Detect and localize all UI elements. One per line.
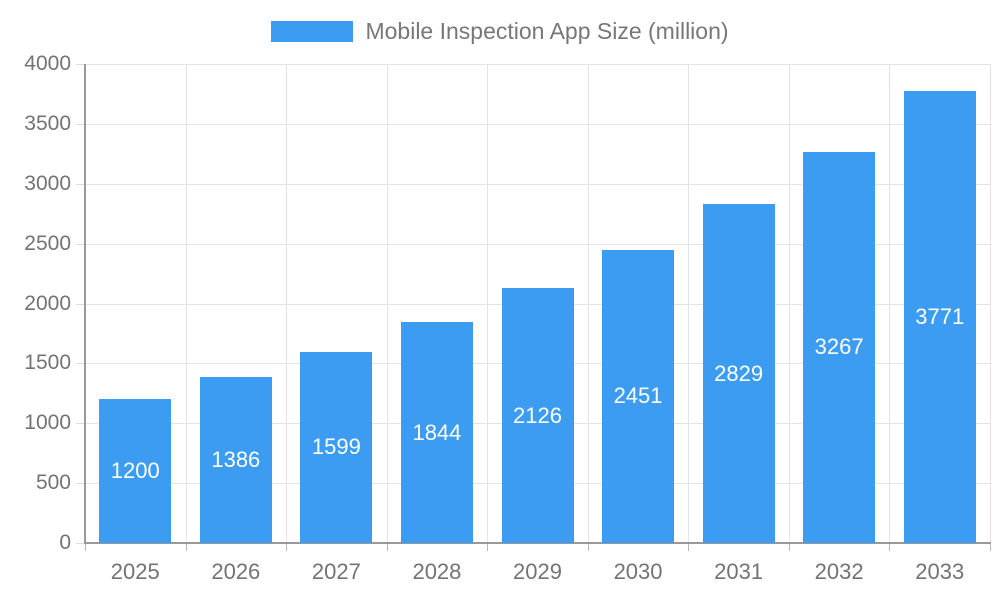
x-axis-tick [990,543,991,551]
bar-2033[interactable]: 3771 [903,91,976,543]
x-axis-label-2031: 2031 [714,559,764,584]
legend-item[interactable]: Mobile Inspection App Size (million) [0,18,1000,45]
bar-value-label: 2829 [714,360,764,386]
x-axis-tick [286,543,288,551]
x-axis-tick [688,543,690,551]
plot-area: 0 500 1000 1500 2000 2500 3000 3500 4000 1200 2025… [24,52,991,584]
bar-2025[interactable]: 1200 [99,399,172,543]
x-axis-label-2032: 2032 [814,559,864,584]
bar-2028[interactable]: 1844 [400,322,473,543]
bar-value-label: 1386 [211,447,261,473]
bar-value-label: 1599 [311,434,361,460]
y-axis-label: 3000 [24,171,71,195]
x-axis-tick [386,543,388,551]
x-axis-line [84,542,991,544]
gridline-vertical [889,64,891,543]
bar-value-label: 1844 [412,419,462,445]
y-axis-tick [76,423,84,425]
bar-value-label: 1200 [110,458,160,484]
gridline-horizontal [85,243,990,245]
x-axis-label-2025: 2025 [110,559,160,584]
x-axis-tick [788,543,790,551]
x-axis-label-2029: 2029 [513,559,562,584]
y-axis-tick [76,303,84,305]
bar-2029[interactable]: 2126 [501,288,574,543]
bar-value-label: 3771 [915,304,965,330]
legend-label: Mobile Inspection App Size (million) [365,18,729,44]
y-axis-label: 2500 [24,231,71,255]
x-axis-label-2027: 2027 [311,559,361,584]
y-axis-tick [76,183,84,185]
gridline-vertical [386,64,388,543]
y-axis-label: 4000 [24,52,71,75]
legend-swatch-icon [271,21,354,42]
y-axis-label: 1500 [24,351,71,375]
y-axis-tick [76,363,84,365]
y-axis-tick [76,243,84,245]
y-axis-label: 1000 [24,411,71,435]
y-axis-line [84,64,86,543]
x-axis-label-2030: 2030 [613,559,663,584]
x-axis-tick [889,543,891,551]
gridline-vertical [185,64,187,543]
x-axis-label-2026: 2026 [211,559,261,584]
gridline-horizontal [85,183,990,185]
gridline-vertical [587,64,589,543]
bar-2031[interactable]: 2829 [702,204,775,543]
bar-value-label: 2451 [613,383,663,409]
y-axis-label: 500 [35,471,71,495]
gridline-horizontal [85,64,990,65]
x-axis-label-2028: 2028 [412,559,462,584]
gridline-horizontal [85,123,990,125]
gridline-vertical [990,64,991,543]
y-axis-label: 3500 [24,111,71,135]
bar-2032[interactable]: 3267 [803,151,876,543]
y-axis-label: 2000 [24,291,71,315]
gridline-vertical [788,64,790,543]
bar-value-label: 3267 [814,334,864,360]
bar-2030[interactable]: 2451 [602,249,675,543]
x-axis-tick [587,543,589,551]
y-axis-tick [76,123,84,125]
y-axis-tick [76,543,84,544]
x-axis-label-2033: 2033 [915,559,965,584]
bar-value-label: 2126 [513,402,562,428]
gridline-vertical [487,64,489,543]
bar-2027[interactable]: 1599 [300,351,373,543]
x-axis-tick [487,543,489,551]
y-axis-tick [76,64,84,65]
y-axis-label: 0 [59,531,71,554]
y-axis-tick [76,483,84,485]
bar-2026[interactable]: 1386 [199,377,272,543]
gridline-vertical [286,64,288,543]
gridline-vertical [688,64,690,543]
x-axis-tick [85,543,86,551]
x-axis-tick [185,543,187,551]
